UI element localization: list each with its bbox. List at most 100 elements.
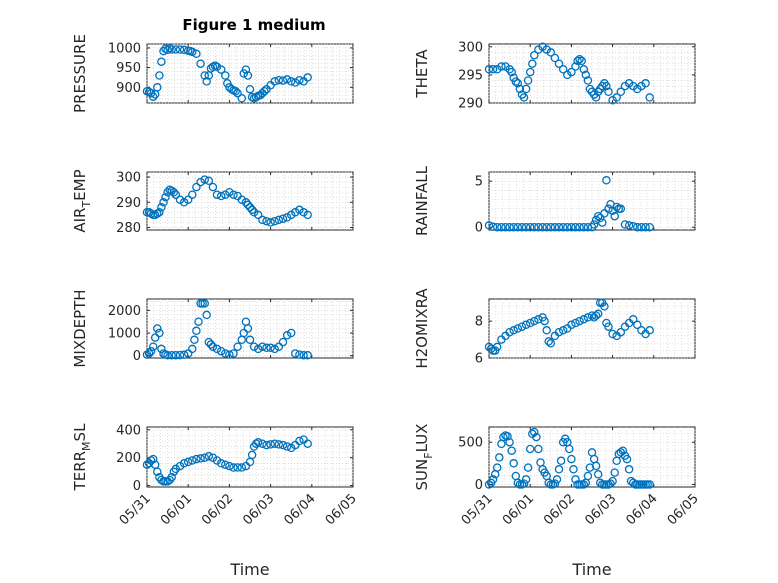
data-point-sunflux [484, 480, 494, 489]
data-point-theta [641, 79, 650, 88]
data-point-theta [519, 93, 529, 102]
data-point-rainfall [598, 218, 607, 227]
data-point-pressure [163, 45, 172, 55]
data-point-pressure [241, 65, 251, 74]
data-point-mixdepth [249, 342, 259, 351]
data-point-mixdepth [303, 351, 312, 360]
data-point-theta [591, 93, 601, 102]
data-point-terrmsl [212, 456, 222, 465]
data-point-mixdepth [253, 344, 263, 354]
data-point-h2omixra [579, 315, 589, 324]
data-point-pressure [171, 45, 181, 54]
data-point-sunflux [622, 454, 632, 464]
data-point-rainfall [513, 222, 523, 232]
data-point-theta [577, 56, 586, 66]
y-tick-label: 290 [116, 196, 141, 211]
y-tick-label: 0 [475, 478, 483, 493]
data-point-terrmsl [153, 467, 162, 476]
data-point-h2omixra [521, 320, 531, 330]
y-tick-label: 900 [116, 81, 141, 96]
data-point-theta [583, 76, 593, 85]
axes-box-airtemp [146, 171, 354, 231]
data-point-rainfall [633, 222, 642, 232]
data-point-sunflux [495, 453, 504, 462]
y-axis-label-theta: THETA [413, 49, 431, 99]
y-tick-label: 1000 [108, 41, 141, 56]
data-point-rainfall [530, 222, 539, 232]
y-tick-label: 300 [116, 171, 141, 186]
data-point-airtemp [204, 176, 214, 186]
data-point-sunflux [521, 475, 531, 484]
y-tick-label: 290 [458, 97, 483, 112]
data-point-mixdepth [262, 343, 271, 353]
data-point-rainfall [505, 222, 514, 232]
data-point-theta [523, 76, 533, 85]
data-point-h2omixra [633, 320, 642, 330]
data-point-pressure [233, 88, 242, 98]
data-point-sunflux [550, 479, 560, 488]
data-point-mixdepth [286, 328, 296, 338]
data-point-rainfall [571, 222, 580, 232]
data-point-theta [581, 70, 591, 80]
subplot-airtemp: 280 290 300 AIRTEMP [71, 169, 354, 236]
data-point-sunflux [608, 476, 617, 486]
data-point-mixdepth [202, 310, 211, 320]
data-point-sunflux [505, 437, 514, 447]
y-axis-label-mixdepth: MIXDEPTH [71, 289, 89, 367]
data-point-mixdepth [153, 324, 162, 333]
data-point-mixdepth [144, 349, 154, 358]
data-point-pressure [286, 77, 296, 86]
data-point-pressure [223, 79, 232, 88]
x-tick-label: 06/04 [624, 491, 661, 528]
data-point-theta [515, 84, 525, 94]
data-point-rainfall [641, 222, 650, 232]
y-tick-label: 300 [458, 40, 483, 55]
y-tick-label: 6 [475, 352, 483, 367]
data-point-airtemp [183, 195, 193, 204]
data-point-mixdepth [206, 340, 216, 349]
data-point-h2omixra [505, 327, 514, 337]
data-point-sunflux [565, 444, 574, 454]
data-point-mixdepth [212, 344, 222, 354]
y-axis-label-h2omixra: H2OMIXRA [413, 288, 431, 369]
data-point-airtemp [212, 190, 222, 199]
data-point-pressure [245, 84, 255, 94]
y-axis-label-rainfall: RAINFALL [413, 165, 431, 236]
y-tick-label: 5 [475, 175, 483, 190]
data-point-rainfall [637, 222, 646, 232]
y-tick-label: 0 [133, 479, 141, 494]
data-point-airtemp [266, 218, 275, 227]
data-point-theta [521, 84, 531, 94]
data-point-mixdepth [299, 351, 308, 360]
data-point-terrmsl [278, 440, 288, 450]
data-point-pressure [274, 75, 284, 85]
data-point-pressure [295, 75, 304, 85]
data-point-h2omixra [575, 316, 584, 326]
data-point-terrmsl [188, 456, 197, 465]
data-point-rainfall [534, 222, 543, 232]
data-point-h2omixra [492, 342, 502, 352]
x-tick-label: 06/05 [665, 491, 702, 528]
data-point-rainfall [616, 204, 626, 214]
y-axis-label-sunflux: SUNFLUX [413, 424, 435, 491]
x-tick-label: 06/03 [582, 491, 619, 528]
data-point-h2omixra [600, 302, 609, 311]
data-point-rainfall [563, 222, 572, 232]
data-point-mixdepth [148, 342, 158, 351]
data-point-terrmsl [221, 460, 230, 469]
data-point-terrmsl [179, 459, 189, 468]
data-point-mixdepth [194, 317, 203, 326]
data-point-rainfall [497, 222, 506, 232]
data-point-terrmsl [266, 440, 275, 449]
data-point-sunflux [534, 444, 543, 454]
subplot-h2omixra: 6 8 H2OMIXRA [413, 288, 696, 369]
data-point-sunflux [610, 468, 619, 477]
data-point-h2omixra [525, 318, 535, 328]
data-point-airtemp [229, 190, 238, 199]
data-point-theta [507, 67, 516, 77]
data-point-sunflux [583, 471, 593, 481]
data-point-rainfall [595, 213, 605, 223]
data-point-airtemp [245, 203, 255, 212]
data-point-terrmsl [225, 461, 234, 471]
data-point-pressure [192, 49, 201, 59]
